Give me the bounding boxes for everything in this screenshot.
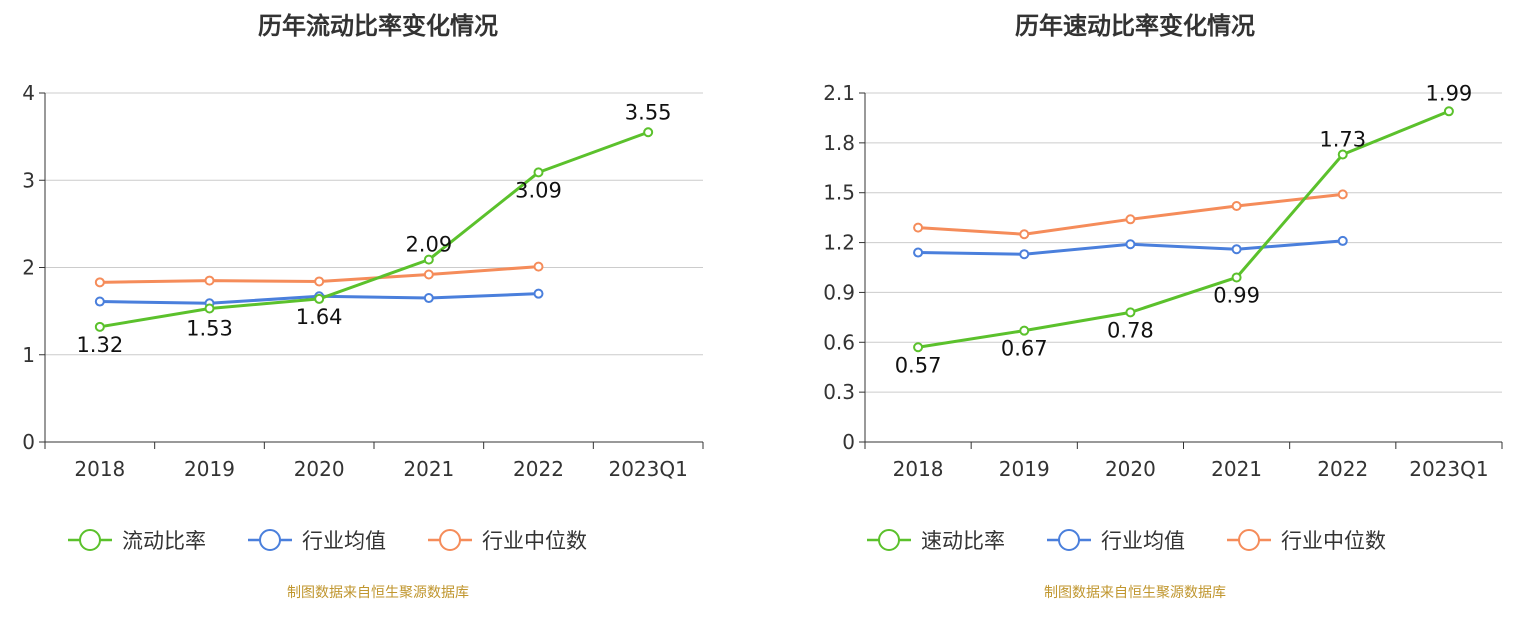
y-tick-label: 1.8 [823, 131, 855, 155]
data-point [533, 261, 544, 272]
y-tick-label: 0.9 [823, 280, 855, 304]
legend-marker [1238, 529, 1260, 551]
data-label: 1.99 [1426, 81, 1473, 105]
legend-label: 行业均值 [302, 529, 386, 553]
data-point [1019, 249, 1030, 260]
data-point [1231, 272, 1242, 283]
chart-panel-quick-ratio: 历年速动比率变化情况 0 0.3 0.6 0.9 1.2 1.5 1.8 2.1 2018 201… [757, 0, 1513, 622]
x-tick-label: 2019 [184, 457, 235, 481]
data-point [204, 303, 215, 314]
data-label: 0.99 [1213, 283, 1260, 307]
data-point [1337, 235, 1348, 246]
data-label: 1.73 [1319, 127, 1366, 151]
data-point [1337, 189, 1348, 200]
data-label: 3.55 [625, 100, 672, 124]
x-tick-label: 2020 [1105, 457, 1156, 481]
data-point [533, 288, 544, 299]
legend-marker [259, 529, 281, 551]
series-line [917, 109, 1450, 349]
data-label: 1.64 [296, 305, 343, 329]
data-point [94, 296, 105, 307]
chart-svg-quick-ratio: 0 0.3 0.6 0.9 1.2 1.5 1.8 2.1 2018 2019 2020 2021 20… [823, 81, 1503, 553]
x-tick-label: 2023Q1 [1409, 457, 1488, 481]
data-point [913, 342, 924, 353]
data-point [533, 167, 544, 178]
source-note: 制图数据来自恒生聚源数据库 [1044, 585, 1226, 601]
legend-marker [439, 529, 461, 551]
x-tick-label: 2019 [999, 457, 1050, 481]
legend-marker [79, 529, 101, 551]
y-tick-label: 2.1 [823, 81, 855, 105]
x-tick-label: 2018 [74, 457, 125, 481]
y-tick-label: 1 [22, 343, 35, 367]
data-point [204, 275, 215, 286]
legend-label: 流动比率 [122, 529, 206, 553]
y-tick-label: 0 [842, 430, 855, 454]
y-tick-label: 1.2 [823, 231, 855, 255]
data-point [1443, 106, 1454, 117]
x-tick-label: 2022 [513, 457, 564, 481]
data-point [423, 254, 434, 265]
data-point [913, 247, 924, 258]
y-tick-label: 1.5 [823, 181, 855, 205]
data-point [1019, 325, 1030, 336]
chart-panel-current-ratio: 历年流动比率变化情况 0 1 2 3 4 2018 2019 2020 2021 2022 2023… [0, 0, 756, 622]
series-line [99, 130, 649, 329]
data-label: 0.57 [895, 353, 942, 377]
data-point [1231, 244, 1242, 255]
legend-marker [878, 529, 900, 551]
x-tick-label: 2020 [294, 457, 345, 481]
y-tick-label: 0 [22, 430, 35, 454]
data-point [1125, 239, 1136, 250]
chart-title: 历年流动比率变化情况 [258, 12, 498, 40]
data-point [423, 269, 434, 280]
data-label: 1.53 [186, 317, 233, 341]
data-point [423, 293, 434, 304]
x-tick-label: 2023Q1 [608, 457, 687, 481]
data-point [643, 127, 654, 138]
data-label: 1.32 [76, 333, 123, 357]
source-note: 制图数据来自恒生聚源数据库 [287, 585, 469, 601]
y-tick-label: 3 [22, 168, 35, 192]
legend-label: 行业中位数 [1281, 529, 1386, 553]
legend-label: 行业均值 [1101, 529, 1185, 553]
data-point [314, 276, 325, 287]
y-tick-label: 4 [22, 81, 35, 105]
data-point [1337, 149, 1348, 160]
y-tick-label: 0.6 [823, 330, 855, 354]
y-tick-label: 2 [22, 256, 35, 280]
data-point [1125, 307, 1136, 318]
data-point [913, 222, 924, 233]
x-tick-label: 2022 [1317, 457, 1368, 481]
legend-label: 速动比率 [921, 529, 1005, 553]
x-tick-label: 2018 [893, 457, 944, 481]
chart-title: 历年速动比率变化情况 [1015, 12, 1255, 40]
legend-label: 行业中位数 [482, 529, 587, 553]
data-label: 0.78 [1107, 318, 1154, 342]
data-label: 3.09 [515, 178, 562, 202]
y-tick-label: 0.3 [823, 380, 855, 404]
x-tick-label: 2021 [403, 457, 454, 481]
data-point [1019, 229, 1030, 240]
data-point [94, 277, 105, 288]
data-point [314, 293, 325, 304]
data-point [1125, 214, 1136, 225]
data-label: 2.09 [405, 233, 452, 257]
chart-svg-current-ratio: 0 1 2 3 4 2018 2019 2020 2021 2022 2023Q1 1.32 1.53 1… [22, 81, 704, 553]
data-point [94, 321, 105, 332]
legend-marker [1058, 529, 1080, 551]
data-label: 0.67 [1001, 337, 1048, 361]
data-point [1231, 201, 1242, 212]
x-tick-label: 2021 [1211, 457, 1262, 481]
